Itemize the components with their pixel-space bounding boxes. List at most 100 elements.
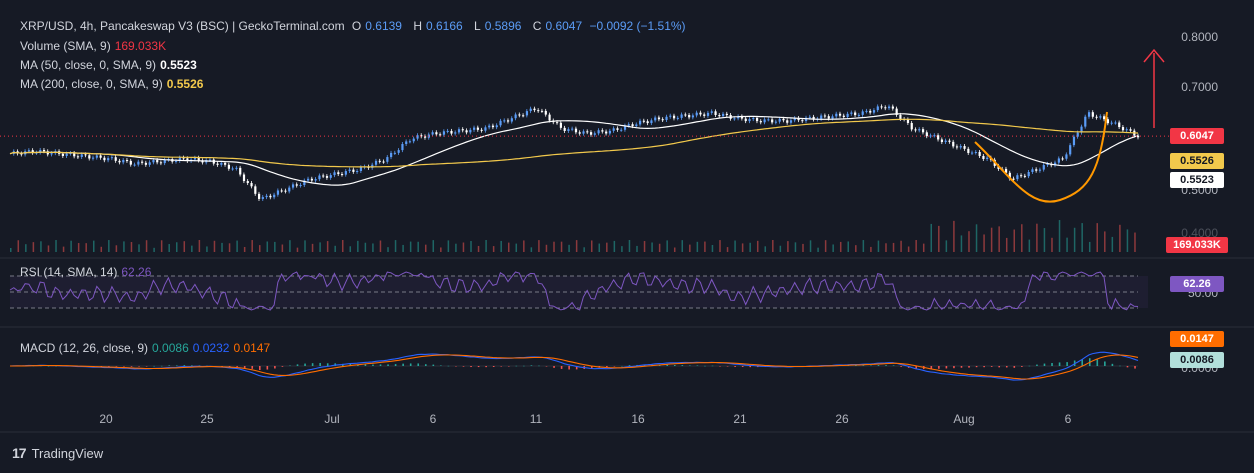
candle-body [846,113,849,117]
ma50-value: 0.5523 [160,58,197,72]
candle-body [967,148,970,153]
macd-histogram-bar [1134,366,1136,369]
candle-body [461,129,464,131]
candle-body [397,150,400,153]
volume-bar [341,240,344,252]
volume-bar [877,240,880,252]
volume-bar [349,246,352,252]
candle-body [295,184,298,186]
macd-histogram-bar [523,365,525,367]
macd-histogram-bar [1111,363,1114,366]
candle-body [601,130,604,132]
candle-body [393,152,397,154]
candle-body [1031,169,1034,172]
ma200-label: MA (200, close, 0, SMA, 9) [20,77,163,91]
volume-bar [100,246,103,252]
macd-histogram-bar [168,365,171,366]
candle-body [733,118,736,120]
macd-histogram-bar [975,366,978,368]
candle-body [559,122,562,128]
x-label-21: 21 [733,412,747,426]
macd-histogram-bar [613,366,616,367]
volume-bar [485,240,487,252]
candle-body [978,151,981,156]
candle-body [159,162,163,164]
candle-body [216,163,219,165]
candle-body [333,172,336,176]
macd-histogram-bar [153,365,155,367]
x-label-aug: Aug [953,412,975,426]
ma200-line [9,118,1139,168]
volume-bar [168,244,170,252]
candle-body [948,140,951,142]
candle-body [137,161,140,165]
candle-body [1118,122,1121,128]
change-value: −0.0092 (−1.51%) [589,19,686,33]
volume-bar [734,240,736,252]
volume-bar [1051,237,1053,252]
macd-histogram-bar [673,365,676,366]
volume-bar [417,241,419,252]
macd-value: 0.0086 [152,341,189,355]
macd-histogram-bar [258,366,261,370]
candle-body [91,157,95,159]
signal-value: 0.0232 [192,341,230,355]
candle-body [522,115,525,117]
volume-bar [643,241,646,252]
candle-body [854,112,857,116]
candle-body [759,121,762,123]
candle-body [937,135,940,140]
macd-histogram-bar [485,366,487,368]
volume-bar [583,247,585,252]
macd-histogram-bar [726,366,729,367]
candle-body [69,152,72,154]
macd-histogram-bar [1013,366,1016,368]
candle-body [291,184,295,188]
macd-histogram-bar [560,366,563,369]
macd-histogram-bar [862,365,865,366]
macd-histogram-bar [47,365,50,367]
macd-histogram-bar [455,366,457,367]
candle-body [676,117,679,119]
volume-bar [749,242,751,252]
up-arrow-head [1143,48,1165,63]
macd-histogram-bar [1096,359,1099,366]
macd-histogram-bar [930,366,933,370]
candle-body [20,153,23,155]
rsi-badge: 62.26 [1170,276,1224,292]
candle-body [110,157,114,159]
candle-body [1072,136,1076,146]
candle-body [88,155,91,159]
macd-histogram-bar [130,366,133,367]
candle-body [767,119,770,121]
candle-body [872,110,876,113]
volume-bar [62,246,65,252]
volume-bar [606,242,608,252]
candle-body [703,114,706,116]
macd-histogram-bar [1028,365,1031,367]
tradingview-footer[interactable]: 17 TradingView [12,445,103,461]
candle-body [914,129,917,131]
candle-body [537,110,540,112]
candle-body [439,134,442,136]
candle-body [227,164,231,169]
candle-body [506,120,510,122]
candle-body [122,160,125,163]
candle-body [586,131,589,133]
candle-body [563,127,566,131]
candle-body [337,172,340,175]
volume-bar [922,243,925,252]
volume-bar [900,240,902,252]
volume-bar [274,241,276,252]
symbol-title: XRP/USD, 4h, Pancakeswap V3 (BSC) | Geck… [20,19,345,33]
volume-bar [10,248,12,252]
macd-histogram-bar [387,364,389,366]
volume-bar [319,242,321,252]
volume-bar [968,231,970,252]
volume-bar [130,242,133,252]
volume-bar [1036,223,1038,252]
macd-histogram-bar [575,366,578,370]
candle-body [699,112,702,115]
volume-bar [990,227,993,252]
